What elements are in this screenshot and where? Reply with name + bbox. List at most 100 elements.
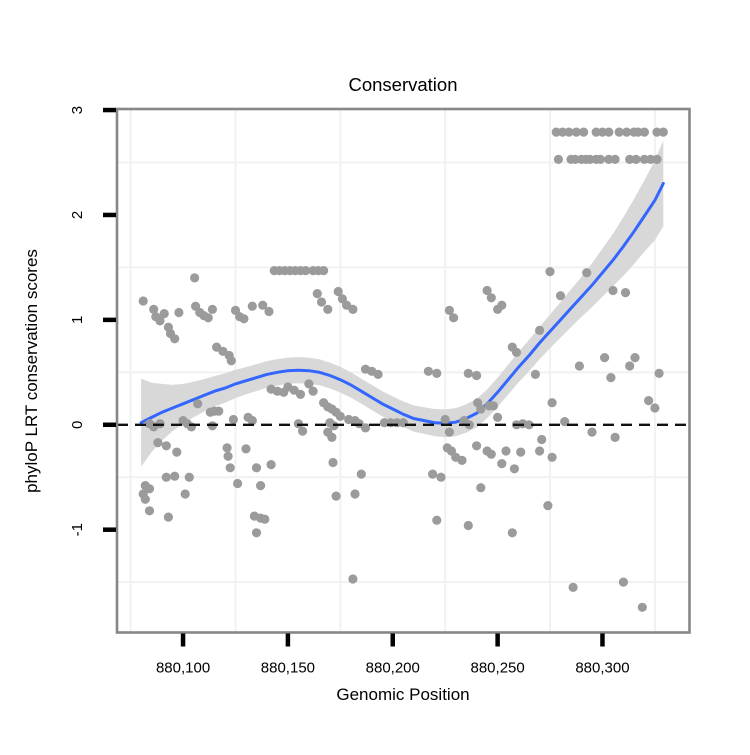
data-point bbox=[207, 304, 217, 314]
data-point bbox=[654, 368, 664, 378]
y-tick-label: -1 bbox=[69, 523, 86, 536]
y-tick-label: 1 bbox=[69, 316, 86, 324]
data-point bbox=[264, 306, 274, 317]
data-point bbox=[319, 266, 329, 276]
data-point bbox=[222, 443, 232, 453]
x-tick-label: 880,250 bbox=[471, 660, 525, 677]
data-point bbox=[633, 127, 643, 137]
data-point bbox=[614, 127, 624, 137]
data-point bbox=[140, 494, 150, 504]
x-tick-label: 880,100 bbox=[156, 660, 210, 677]
data-point bbox=[423, 366, 433, 376]
data-point bbox=[579, 127, 589, 137]
data-point bbox=[582, 268, 592, 278]
data-point bbox=[509, 464, 519, 474]
data-point bbox=[637, 602, 647, 612]
axis-ticks bbox=[103, 107, 605, 647]
x-tick-label: 880,300 bbox=[575, 660, 629, 677]
data-point bbox=[251, 463, 262, 473]
data-point bbox=[630, 353, 640, 363]
data-point bbox=[482, 285, 492, 296]
data-point bbox=[535, 325, 545, 335]
data-point bbox=[247, 301, 257, 311]
data-point bbox=[373, 369, 383, 379]
data-point bbox=[591, 127, 601, 137]
data-point bbox=[170, 471, 180, 481]
data-point bbox=[360, 423, 371, 433]
data-point bbox=[144, 506, 155, 516]
data-point bbox=[620, 288, 631, 298]
data-point bbox=[379, 418, 389, 428]
data-point bbox=[622, 127, 632, 137]
data-point bbox=[163, 512, 173, 522]
data-point bbox=[625, 361, 635, 371]
data-point bbox=[226, 356, 236, 366]
data-point bbox=[331, 491, 341, 501]
data-point bbox=[247, 416, 257, 426]
data-point bbox=[646, 154, 656, 164]
data-point bbox=[639, 154, 650, 164]
data-point bbox=[658, 127, 668, 137]
data-point bbox=[608, 285, 618, 296]
data-point bbox=[553, 154, 564, 164]
data-point bbox=[308, 386, 318, 396]
data-point bbox=[350, 489, 360, 499]
data-point bbox=[266, 460, 276, 470]
data-point bbox=[555, 291, 566, 301]
data-point bbox=[497, 300, 507, 310]
data-point bbox=[497, 459, 507, 469]
data-point bbox=[600, 353, 610, 363]
y-tick-label: 3 bbox=[69, 106, 86, 114]
data-point bbox=[295, 389, 306, 399]
data-point bbox=[323, 304, 333, 314]
data-point bbox=[472, 441, 482, 451]
data-point bbox=[486, 449, 496, 459]
data-point bbox=[558, 127, 568, 137]
y-tick-label: 2 bbox=[69, 211, 86, 219]
data-point bbox=[511, 347, 522, 357]
data-point bbox=[501, 446, 511, 456]
data-point bbox=[333, 286, 343, 297]
data-point bbox=[652, 154, 662, 164]
data-point bbox=[193, 399, 203, 409]
panel-border bbox=[115, 107, 691, 634]
data-point bbox=[530, 369, 541, 379]
data-point bbox=[524, 420, 534, 430]
confidence-ribbon bbox=[141, 140, 664, 467]
data-point bbox=[190, 273, 200, 283]
data-point bbox=[155, 316, 165, 326]
data-point bbox=[432, 368, 442, 378]
data-point bbox=[507, 528, 517, 538]
data-point bbox=[258, 300, 268, 310]
data-point bbox=[356, 469, 366, 479]
data-point bbox=[174, 307, 184, 318]
data-point bbox=[604, 154, 614, 164]
data-point bbox=[618, 577, 629, 587]
data-point bbox=[316, 297, 327, 307]
data-point bbox=[650, 403, 660, 413]
data-point bbox=[535, 446, 545, 456]
data-point bbox=[564, 127, 574, 137]
data-point bbox=[304, 379, 314, 389]
data-point bbox=[153, 438, 163, 448]
x-tick-label: 880,150 bbox=[261, 660, 315, 677]
data-point bbox=[335, 411, 345, 421]
data-point bbox=[298, 426, 308, 436]
data-point bbox=[180, 489, 190, 499]
data-point bbox=[574, 361, 585, 371]
data-point bbox=[149, 304, 159, 314]
data-point bbox=[571, 127, 581, 137]
x-axis-title: Genomic Position bbox=[336, 685, 469, 704]
data-point bbox=[159, 309, 169, 319]
data-point bbox=[545, 267, 555, 277]
data-point bbox=[328, 457, 338, 468]
data-point bbox=[652, 127, 662, 137]
data-point bbox=[570, 154, 580, 164]
data-point bbox=[610, 154, 620, 164]
data-point bbox=[184, 472, 194, 482]
data-point bbox=[170, 334, 180, 344]
data-point bbox=[233, 478, 243, 489]
data-point bbox=[256, 481, 266, 491]
data-point bbox=[327, 432, 337, 442]
